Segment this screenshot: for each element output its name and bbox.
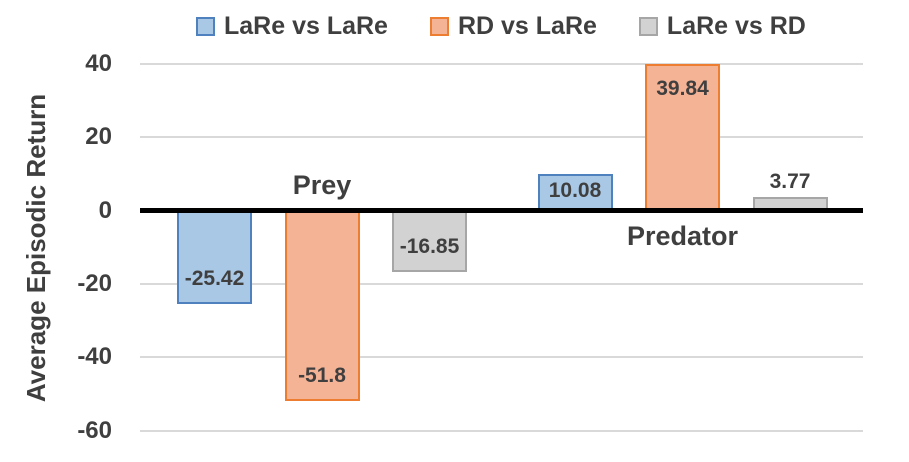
- value-label-rd-vs-lare-prey: -51.8: [298, 363, 346, 387]
- gridline-40: [140, 62, 863, 65]
- value-label-lare-vs-lare-prey: -25.42: [184, 266, 245, 290]
- category-label-prey: Prey: [292, 169, 352, 200]
- value-label-lare-vs-lare-predator: 10.08: [548, 178, 602, 202]
- value-label-lare-vs-rd-prey: -16.85: [399, 235, 460, 259]
- legend-swatch-rd-vs-lare: [429, 17, 449, 36]
- legend-swatch-lare-vs-lare: [196, 17, 215, 36]
- y-tick-label--60: -60: [77, 416, 112, 444]
- legend-swatch-lare-vs-rd: [638, 17, 658, 36]
- gridline-20: [140, 136, 863, 139]
- gridline--20: [140, 282, 863, 285]
- y-tick-label--40: -40: [77, 343, 112, 371]
- bar-rd-vs-lare-predator: [645, 64, 720, 211]
- gridline--40: [140, 356, 863, 359]
- bar-lare-vs-lare-predator: [537, 173, 613, 211]
- y-tick-label-40: 40: [85, 49, 112, 77]
- category-label-predator: Predator: [626, 220, 739, 251]
- legend: LaRe vs LaRe RD vs LaRe LaRe vs RD: [196, 12, 806, 41]
- legend-label-rd-vs-lare: RD vs LaRe: [457, 12, 597, 40]
- x-axis-line: [140, 208, 863, 213]
- value-label-lare-vs-rd-predator: 3.77: [769, 169, 811, 193]
- y-axis-title: Average Episodic Return: [21, 93, 51, 403]
- gridline--60: [140, 429, 863, 432]
- legend-item-lare-vs-rd: LaRe vs RD: [638, 12, 806, 41]
- bar-rd-vs-lare-prey: [284, 210, 360, 401]
- legend-label-lare-vs-rd: LaRe vs RD: [666, 12, 806, 40]
- legend-label-lare-vs-lare: LaRe vs LaRe: [224, 12, 388, 40]
- y-tick-label-20: 20: [85, 123, 112, 151]
- y-tick-label--20: -20: [77, 269, 112, 297]
- legend-item-lare-vs-lare: LaRe vs LaRe: [196, 12, 388, 41]
- y-tick-label-0: 0: [98, 196, 112, 224]
- legend-item-rd-vs-lare: RD vs LaRe: [429, 12, 597, 41]
- value-label-rd-vs-lare-predator: 39.84: [656, 77, 709, 101]
